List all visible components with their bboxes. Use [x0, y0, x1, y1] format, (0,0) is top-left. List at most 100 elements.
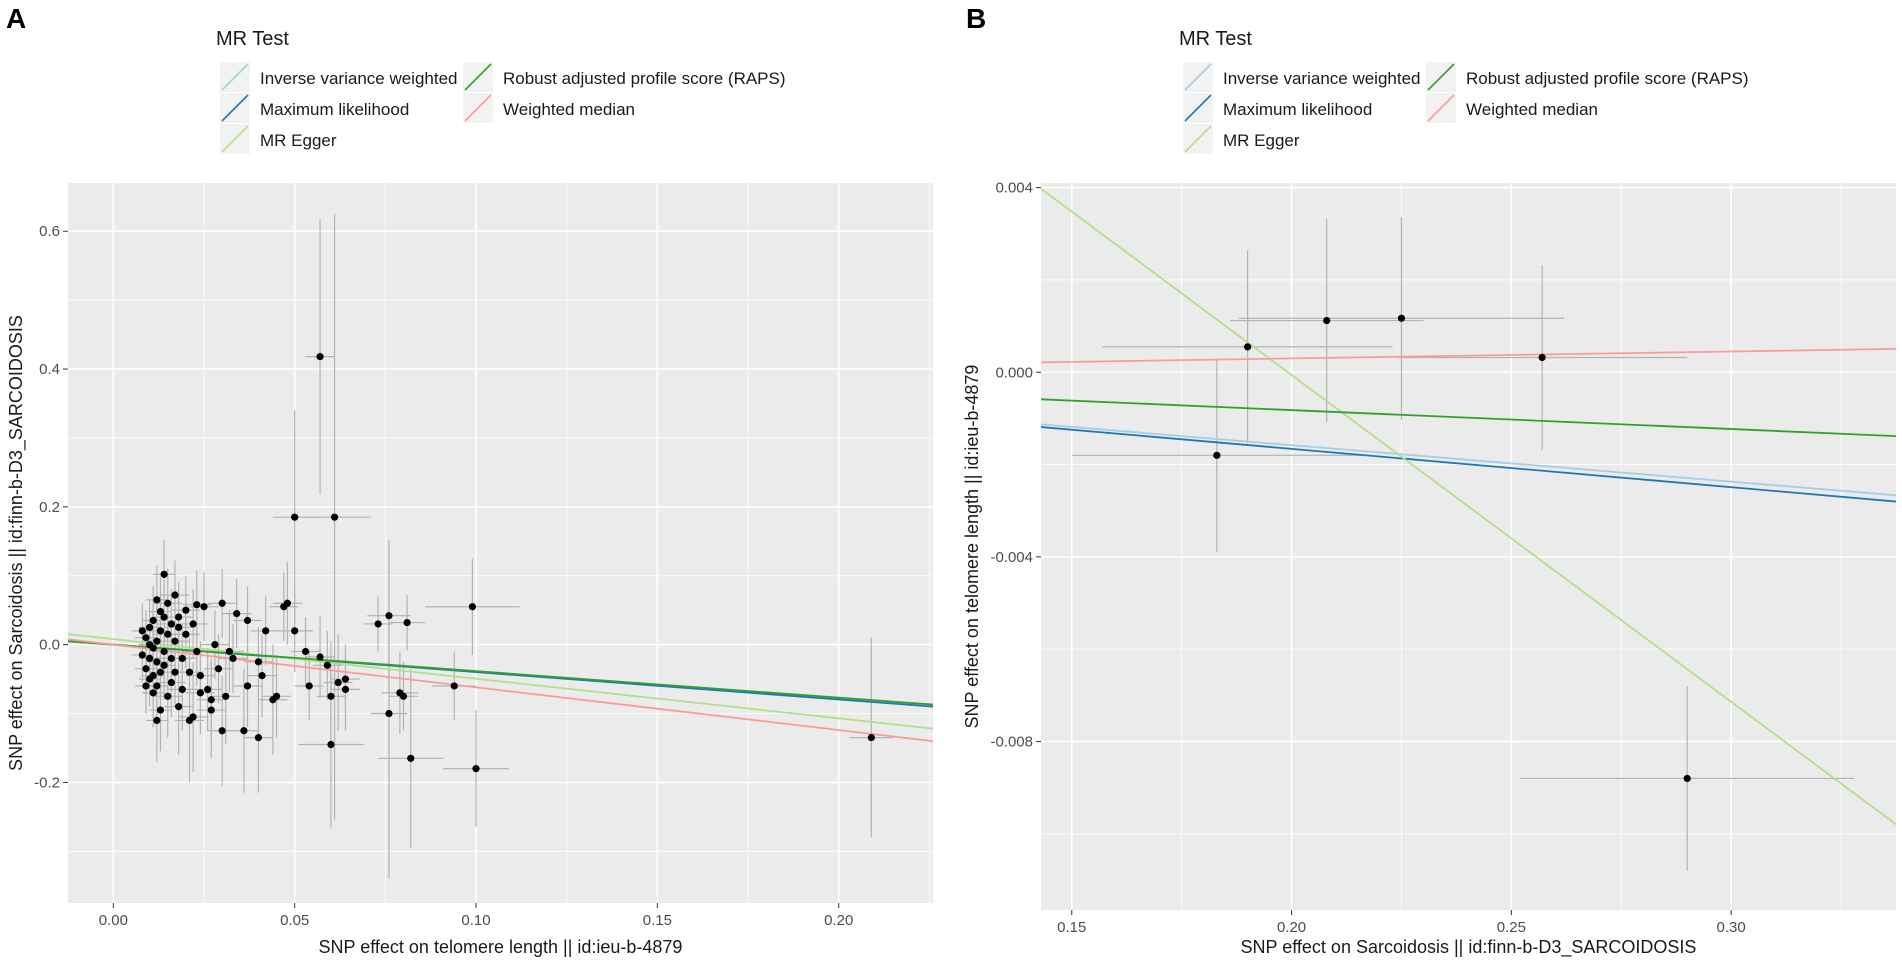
y-tick-label: 0.0 [39, 637, 60, 654]
data-point [305, 682, 313, 690]
x-tick-label: 0.15 [643, 912, 672, 929]
legend-title: MR Test [216, 28, 289, 50]
legend-item: Maximum likelihood [1183, 93, 1372, 123]
data-point [153, 716, 161, 725]
x-tick-label: 0.25 [1497, 919, 1526, 936]
x-tick-label: 0.10 [461, 912, 490, 929]
data-point [182, 606, 190, 614]
mr-line [1041, 347, 1896, 364]
data-layer [68, 214, 933, 879]
data-point [146, 623, 154, 632]
legend-label: Inverse variance weighted [260, 69, 458, 88]
data-point [385, 612, 393, 620]
legend-key-line [1184, 125, 1212, 153]
data-point [1213, 451, 1221, 459]
data-layer [1041, 188, 1896, 871]
legend-label: MR Egger [260, 131, 337, 150]
data-point [280, 603, 288, 611]
data-point [175, 703, 183, 711]
data-point [142, 682, 150, 690]
data-point [233, 610, 241, 618]
data-point [1244, 343, 1252, 351]
data-point [164, 630, 172, 638]
legend-label: Maximum likelihood [260, 100, 409, 119]
x-tick-label: 0.15 [1057, 919, 1086, 936]
data-point [167, 620, 175, 628]
data-point [243, 682, 252, 690]
data-point [196, 689, 204, 697]
panel-b: B MR Test Inverse variance weighted Maximum… [962, 3, 1896, 958]
data-point [472, 765, 480, 773]
legend-label: Inverse variance weighted [1223, 69, 1421, 88]
data-point [218, 727, 226, 735]
legend-label: MR Egger [1223, 131, 1300, 150]
data-point [229, 654, 237, 663]
data-point [193, 601, 201, 609]
data-point [156, 668, 165, 676]
data-point [189, 620, 197, 628]
legend-label: Robust adjusted profile score (RAPS) [1466, 69, 1749, 88]
x-axis: 0.00 0.05 0.10 0.15 0.20 [99, 903, 853, 929]
legend-item: MR Egger [220, 124, 337, 154]
data-point [867, 734, 875, 742]
legend-key-line [1427, 94, 1455, 122]
mr-line [1041, 188, 1896, 826]
data-point [178, 685, 186, 694]
data-point [178, 654, 186, 663]
y-tick-label: -0.004 [990, 549, 1033, 566]
data-point [160, 647, 168, 656]
data-point [323, 661, 331, 669]
data-point [149, 689, 157, 697]
x-axis: 0.15 0.20 0.25 0.30 [1057, 910, 1746, 936]
data-point [254, 734, 263, 742]
data-point [156, 627, 165, 635]
y-axis-title: SNP effect on Sarcoidosis || id:finn-b-D… [6, 315, 27, 771]
data-point [316, 353, 324, 361]
y-tick-label: 0.6 [39, 223, 60, 240]
y-axis: -0.008 -0.004 0.000 0.004 [990, 180, 1041, 751]
mr-lines [1041, 188, 1896, 826]
data-point [175, 623, 183, 632]
data-point [138, 627, 146, 635]
legend-key-line [221, 125, 249, 153]
data-point [146, 641, 154, 649]
data-point [196, 672, 204, 680]
data-point [167, 654, 175, 663]
legend-key-line [221, 63, 249, 91]
mr-line [1041, 423, 1896, 497]
legend-item: Maximum likelihood [220, 93, 409, 123]
data-point [156, 706, 165, 714]
data-point [327, 740, 335, 749]
data-point [153, 596, 161, 604]
data-point [193, 647, 201, 656]
data-point [156, 607, 165, 616]
y-axis: -0.2 0.0 0.2 0.4 0.6 [34, 223, 68, 791]
data-point [204, 685, 212, 694]
data-point [450, 682, 458, 690]
data-point [182, 630, 190, 638]
data-point [160, 613, 168, 621]
legend-item: Robust adjusted profile score (RAPS) [1426, 62, 1749, 92]
y-tick-label: -0.008 [990, 734, 1033, 751]
data-point [218, 599, 226, 607]
data-point [403, 618, 411, 627]
data-point [153, 637, 161, 645]
data-point [153, 658, 161, 666]
data-point [171, 591, 179, 599]
panel-label: A [6, 3, 26, 34]
data-point [243, 616, 252, 625]
legend-label: Maximum likelihood [1223, 100, 1372, 119]
data-point [269, 696, 277, 704]
legend-key-line [221, 94, 249, 122]
legend-label: Weighted median [503, 100, 635, 119]
x-tick-label: 0.05 [280, 912, 309, 929]
data-point [149, 616, 157, 625]
mr-lines [68, 633, 933, 743]
data-point [160, 570, 168, 578]
legend-item: Weighted median [463, 93, 635, 123]
data-point [316, 653, 324, 661]
legend-label: Weighted median [1466, 100, 1598, 119]
data-point [225, 647, 233, 656]
x-axis-title: SNP effect on Sarcoidosis || id:finn-b-D… [1241, 937, 1697, 958]
points [1213, 314, 1691, 783]
